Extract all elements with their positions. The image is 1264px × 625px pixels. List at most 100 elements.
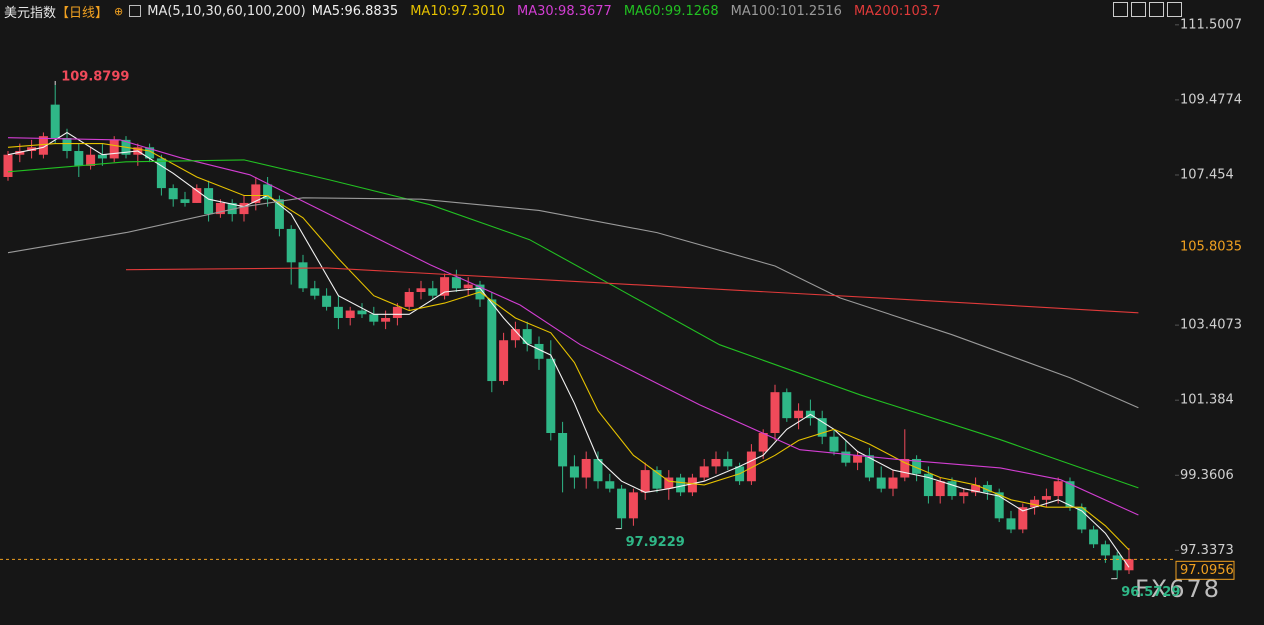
toolbar xyxy=(1113,2,1182,17)
legend: MA5:96.8835 MA10:97.3010 MA30:98.3677 MA60:… xyxy=(312,4,941,19)
candle-body xyxy=(168,188,178,200)
indicator-label: MA(5,10,30,60,100,200) xyxy=(147,3,306,19)
candle-body xyxy=(369,314,379,322)
candle-body xyxy=(404,292,414,307)
indicator-icon[interactable] xyxy=(129,5,142,17)
candle-body xyxy=(440,277,450,296)
candle-body xyxy=(758,432,768,452)
last-price-label: 97.0956 xyxy=(1180,563,1234,578)
candle-body xyxy=(109,139,119,159)
y-tick-label: 103.4073 xyxy=(1180,318,1242,333)
candle-body xyxy=(3,154,13,177)
candle-body xyxy=(510,329,520,341)
candle-body xyxy=(345,310,355,318)
candle-body xyxy=(1065,481,1075,508)
candle-body xyxy=(215,202,225,215)
candle-body xyxy=(62,138,72,152)
ma-line xyxy=(7,197,1139,409)
candle-body xyxy=(1100,544,1110,556)
candle-body xyxy=(982,484,992,493)
candle-body xyxy=(794,410,804,419)
y-tick-label: 109.4774 xyxy=(1180,92,1242,107)
candle-body xyxy=(569,466,579,478)
candle-body xyxy=(1112,555,1122,571)
candle-body xyxy=(687,477,697,493)
candle-body xyxy=(581,458,591,478)
candle-body xyxy=(428,288,438,296)
candle-body xyxy=(782,392,792,419)
candle-body xyxy=(723,458,733,467)
candle-body xyxy=(1018,507,1028,530)
candle-body xyxy=(711,458,721,467)
candle-body xyxy=(888,477,898,489)
tool-button[interactable] xyxy=(1149,2,1164,17)
candle-body xyxy=(841,451,851,463)
candle-body xyxy=(298,262,308,289)
y-tick-label: 111.5007 xyxy=(1180,17,1242,32)
candle-body xyxy=(652,470,662,489)
candle-body xyxy=(605,481,615,489)
candle-body xyxy=(499,340,509,382)
legend-entry: MA60:99.1268 xyxy=(623,3,719,19)
candle-body xyxy=(487,299,497,382)
candle-body xyxy=(546,358,556,433)
chart-title: 美元指数 xyxy=(4,5,57,21)
candle-body xyxy=(204,188,214,215)
candle-body xyxy=(381,317,391,322)
candle-body xyxy=(192,188,202,203)
candle-body xyxy=(746,451,756,482)
candle-body xyxy=(357,310,367,315)
candle-body xyxy=(664,477,674,489)
candle-body xyxy=(15,151,25,155)
candle-body xyxy=(1030,499,1040,508)
candle-body xyxy=(463,284,473,289)
marker-price-label: 105.8035 xyxy=(1180,240,1242,255)
candle-body xyxy=(263,184,273,200)
tool-button[interactable] xyxy=(1113,2,1128,17)
candle-body xyxy=(522,329,532,344)
candle-body xyxy=(74,151,84,166)
candle-body xyxy=(416,288,426,293)
candle-body xyxy=(971,484,981,493)
candle-body xyxy=(86,154,96,166)
candle-body xyxy=(829,436,839,452)
chart-header: 美元指数 【日线】 ⊕ MA(5,10,30,60,100,200) MA5:9… xyxy=(4,2,941,21)
candle-body xyxy=(310,288,320,296)
candle-body xyxy=(994,492,1004,519)
candle-body xyxy=(251,184,261,203)
candle-body xyxy=(1089,529,1099,545)
ma-line xyxy=(7,131,1130,568)
candle-body xyxy=(558,432,568,467)
ma-line xyxy=(7,143,1130,551)
candle-body xyxy=(853,455,863,463)
candle-body xyxy=(628,492,638,519)
candle-body xyxy=(286,228,296,263)
candle-body xyxy=(227,202,237,215)
candle-body xyxy=(923,473,933,497)
y-tick-label: 97.3373 xyxy=(1180,543,1234,558)
candle-body xyxy=(156,158,166,189)
ma-line xyxy=(7,159,1139,489)
candle-body xyxy=(534,343,544,359)
candle-body xyxy=(912,458,922,474)
candle-body xyxy=(876,477,886,489)
candle-body xyxy=(959,492,969,497)
candle-body xyxy=(27,147,37,152)
candle-body xyxy=(617,488,627,519)
tool-button[interactable] xyxy=(1131,2,1146,17)
period-icon[interactable]: ⊕ xyxy=(114,4,124,18)
candle-body xyxy=(935,481,945,497)
candle-body xyxy=(864,455,874,478)
candle-body xyxy=(392,306,402,318)
tool-button[interactable] xyxy=(1167,2,1182,17)
candle-body xyxy=(1124,559,1134,571)
legend-entry: MA100:101.2516 xyxy=(730,3,842,19)
candle-body xyxy=(1077,507,1087,530)
last-price-box xyxy=(1175,560,1235,580)
min-label: 96.5729 xyxy=(1121,585,1180,600)
y-tick-label: 99.3606 xyxy=(1180,468,1234,483)
legend-entry: MA5:96.8835 xyxy=(311,3,399,19)
period-label: 【日线】 xyxy=(56,5,109,21)
candle-body xyxy=(145,147,155,159)
candle-body xyxy=(239,202,249,215)
